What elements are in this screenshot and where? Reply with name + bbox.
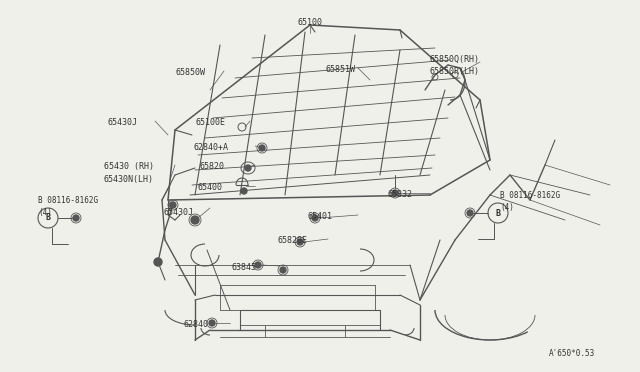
Text: B 08116-8162G: B 08116-8162G [500, 191, 560, 200]
Circle shape [209, 320, 215, 326]
Text: A'650*0.53: A'650*0.53 [548, 349, 595, 358]
Text: 65100E: 65100E [195, 118, 225, 127]
Circle shape [170, 202, 176, 208]
Text: 65820: 65820 [200, 162, 225, 171]
Circle shape [297, 239, 303, 245]
Circle shape [154, 258, 162, 266]
Circle shape [259, 145, 265, 151]
Text: 63845: 63845 [231, 263, 256, 272]
Circle shape [312, 215, 318, 221]
Circle shape [467, 210, 473, 216]
Text: 65850W: 65850W [175, 68, 205, 77]
Circle shape [191, 216, 199, 224]
Text: (4): (4) [500, 203, 514, 212]
Text: 65820E: 65820E [278, 236, 308, 245]
Circle shape [392, 190, 398, 196]
Circle shape [255, 262, 261, 268]
Text: 65430N(LH): 65430N(LH) [104, 175, 154, 184]
Text: 65832: 65832 [388, 190, 413, 199]
Circle shape [245, 165, 251, 171]
Text: 65430J: 65430J [163, 208, 193, 217]
Text: 65400: 65400 [197, 183, 222, 192]
Text: 65430 (RH): 65430 (RH) [104, 162, 154, 171]
Text: 65401: 65401 [308, 212, 333, 221]
Text: 65430J: 65430J [108, 118, 138, 127]
Text: B: B [495, 208, 500, 218]
Text: B: B [45, 214, 51, 222]
Text: 65850Q(RH): 65850Q(RH) [430, 55, 480, 64]
Text: 62840: 62840 [183, 320, 208, 329]
Text: 62840+A: 62840+A [193, 143, 228, 152]
Text: 65851W: 65851W [325, 65, 355, 74]
Text: B 08116-8162G: B 08116-8162G [38, 196, 98, 205]
Text: 65850R(LH): 65850R(LH) [430, 67, 480, 76]
Text: 65100: 65100 [298, 18, 323, 27]
Text: (4): (4) [38, 208, 52, 217]
Circle shape [73, 215, 79, 221]
Circle shape [241, 188, 247, 194]
Circle shape [280, 267, 286, 273]
